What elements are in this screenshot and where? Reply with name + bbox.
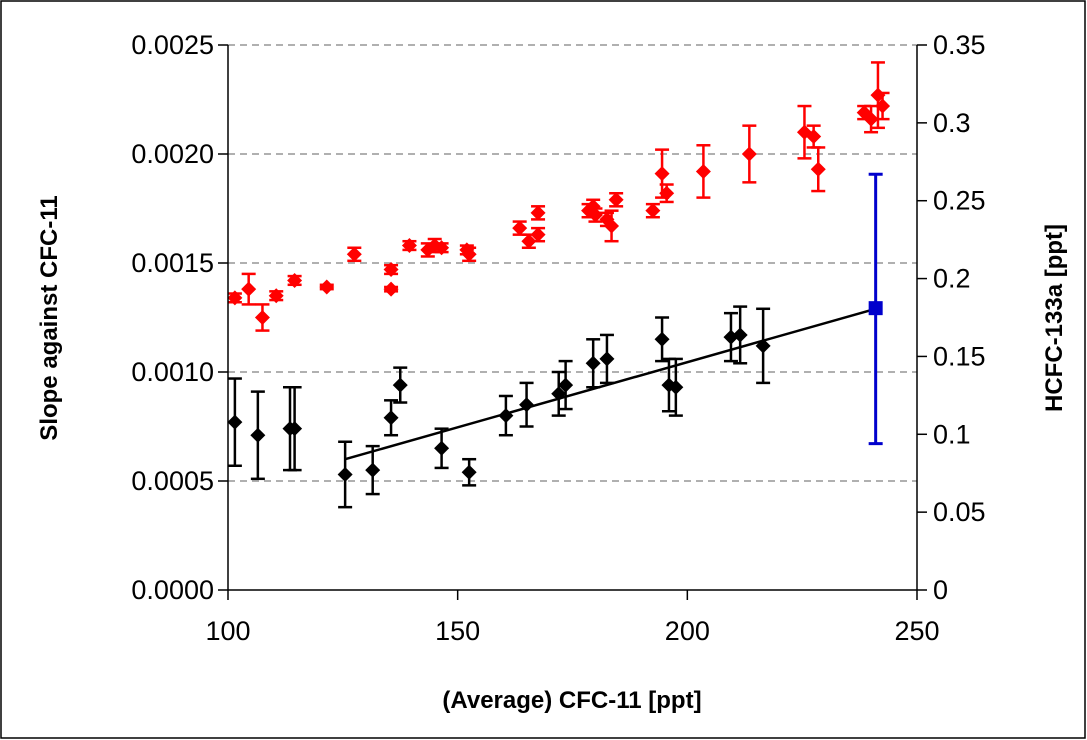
y-axis-title-right: HCFC-133a [ppt] (1041, 224, 1068, 412)
data-point-diamond (383, 281, 399, 297)
data-point-diamond (585, 355, 601, 371)
data-point-diamond (365, 462, 381, 478)
data-point-diamond (645, 203, 661, 219)
series-1 (227, 305, 771, 509)
series-layer (227, 61, 891, 509)
data-point-diamond (337, 466, 353, 482)
y2-tick-label: 0.1 (933, 419, 971, 449)
x-tick-label: 100 (205, 616, 250, 646)
y2-tick-label: 0.15 (933, 341, 986, 371)
data-point-diamond (863, 111, 879, 127)
data-point-diamond (551, 386, 567, 402)
data-point-diamond (498, 408, 514, 424)
x-tick-label: 150 (435, 616, 480, 646)
y-axis-title-left: Slope against CFC-11 (36, 195, 63, 440)
data-point-diamond (659, 185, 675, 201)
data-point-diamond (604, 218, 620, 234)
data-point-diamond (695, 163, 711, 179)
y2-tick-label: 0.2 (933, 264, 971, 294)
data-point-diamond (319, 279, 335, 295)
y-tick-label: 0.0015 (131, 248, 214, 278)
data-point-diamond (599, 351, 615, 367)
data-point-diamond (654, 166, 670, 182)
data-point-diamond (519, 397, 535, 413)
y2-tick-label: 0.35 (933, 30, 986, 60)
data-point-diamond (654, 331, 670, 347)
data-point-diamond (287, 421, 303, 437)
data-point-diamond (401, 238, 417, 254)
x-axis-title: (Average) CFC-11 [ppt] (442, 687, 701, 714)
x-tick-label: 250 (894, 616, 939, 646)
data-point-diamond (608, 192, 624, 208)
data-point-diamond (434, 240, 450, 256)
y2-tick-label: 0.05 (933, 497, 986, 527)
data-point-diamond (732, 327, 748, 343)
x-tick-label: 200 (665, 616, 710, 646)
y-tick-label: 0.0010 (131, 357, 214, 387)
data-point-diamond (241, 281, 257, 297)
data-point-diamond (521, 233, 537, 249)
y2-tick-label: 0.3 (933, 108, 971, 138)
data-point-diamond (250, 427, 266, 443)
y2-tick-label: 0.25 (933, 186, 986, 216)
data-point-diamond (254, 310, 270, 325)
y-tick-label: 0.0000 (131, 575, 214, 605)
data-point-diamond (227, 290, 243, 306)
data-point-diamond (268, 288, 284, 304)
data-point-diamond (806, 129, 822, 145)
data-point-diamond (227, 414, 243, 430)
series-0 (227, 61, 891, 332)
y-tick-label: 0.0025 (131, 30, 214, 60)
series-2 (868, 172, 883, 446)
y-tick-label: 0.0005 (131, 466, 214, 496)
data-point-diamond (530, 227, 546, 243)
data-point-diamond (668, 379, 684, 395)
data-point-diamond (461, 246, 477, 262)
data-point-diamond (755, 338, 771, 354)
data-point-square (868, 301, 883, 316)
grid (228, 44, 917, 482)
data-point-diamond (512, 220, 528, 236)
y-tick-label: 0.0020 (131, 139, 214, 169)
data-point-diamond (875, 98, 891, 114)
data-point-diamond (383, 262, 399, 278)
axes (227, 45, 918, 591)
data-point-diamond (741, 146, 757, 162)
data-point-diamond (530, 205, 546, 221)
ticks: 0.0000 0.0005 0.0010 0.0015 0.0020 0.0025 0 0.0… (131, 30, 985, 646)
data-point-diamond (434, 440, 450, 456)
data-point-diamond (346, 246, 362, 262)
data-point-diamond (392, 377, 408, 393)
data-point-diamond (383, 410, 399, 426)
data-point-diamond (810, 161, 826, 177)
data-point-diamond (587, 207, 603, 223)
data-point-diamond (287, 272, 303, 288)
data-point-diamond (461, 464, 477, 480)
y2-tick-label: 0 (933, 575, 948, 605)
data-point-diamond (558, 377, 574, 393)
